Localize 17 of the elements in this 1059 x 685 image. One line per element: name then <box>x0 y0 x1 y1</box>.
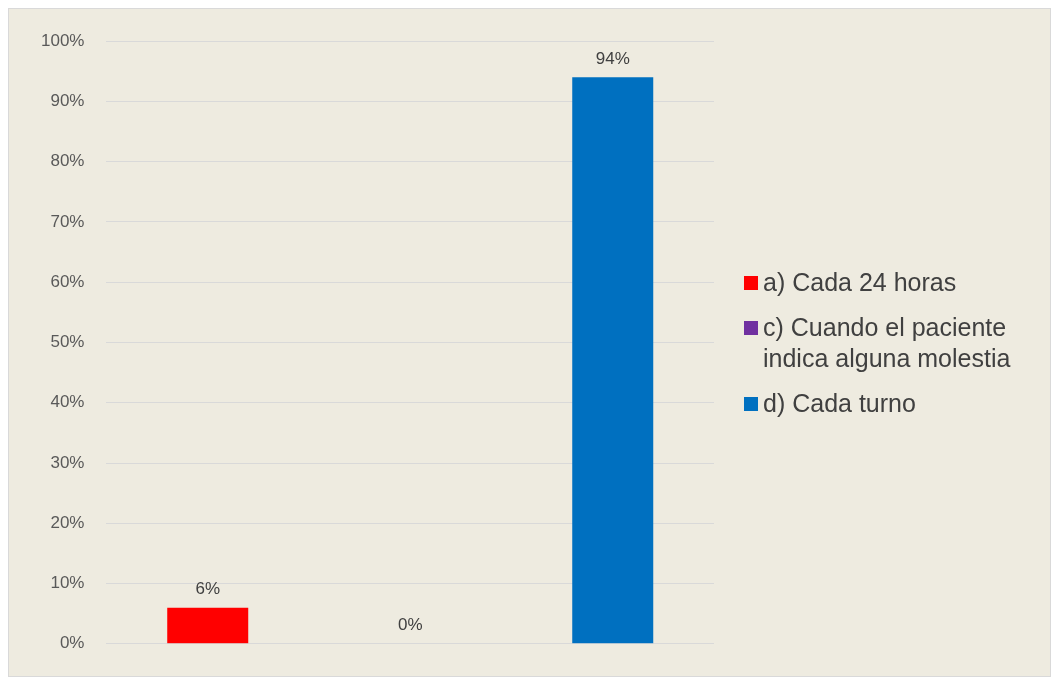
y-tick-label: 80% <box>50 151 85 171</box>
legend-label: c) Cuando el paciente indica alguna molestia <box>763 311 1012 374</box>
y-tick-label: 100% <box>41 30 85 50</box>
y-tick-label: 30% <box>50 452 85 472</box>
y-tick-label: 10% <box>50 573 85 593</box>
data-label: 0% <box>397 614 423 634</box>
y-tick-label: 0% <box>59 633 85 653</box>
y-tick-label: 50% <box>50 332 85 352</box>
data-label: 94% <box>595 48 630 68</box>
y-tick-label: 60% <box>50 271 85 291</box>
y-tick-label: 70% <box>50 211 85 231</box>
legend-label: a) Cada 24 horas <box>763 266 958 298</box>
y-tick-label: 90% <box>50 91 85 111</box>
legend-label: d) Cada turno <box>763 387 917 419</box>
y-tick-label: 40% <box>50 392 85 412</box>
data-label: 6% <box>195 578 221 598</box>
y-tick-label: 20% <box>50 512 85 532</box>
